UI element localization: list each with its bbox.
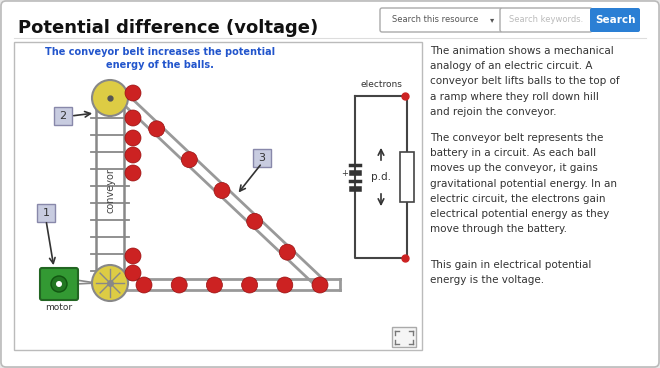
Circle shape [125, 248, 141, 264]
FancyBboxPatch shape [380, 8, 502, 32]
Bar [400, 152, 414, 202]
FancyBboxPatch shape [392, 327, 416, 347]
Text: electrons: electrons [360, 80, 402, 89]
Text: Search: Search [595, 15, 635, 25]
Text: 3: 3 [259, 153, 265, 163]
Circle shape [56, 281, 62, 287]
Circle shape [247, 213, 263, 229]
Text: Search this resource: Search this resource [392, 15, 478, 25]
Text: conveyor: conveyor [105, 168, 115, 213]
Circle shape [125, 130, 141, 146]
Circle shape [207, 277, 222, 293]
Text: +: + [342, 169, 348, 177]
Circle shape [279, 244, 295, 260]
Text: The conveyor belt represents the
battery in a circuit. As each ball
moves up the: The conveyor belt represents the battery… [430, 133, 617, 234]
Circle shape [92, 265, 128, 301]
Circle shape [125, 85, 141, 101]
Text: Search keywords.: Search keywords. [509, 15, 583, 25]
FancyBboxPatch shape [54, 107, 72, 125]
Circle shape [125, 265, 141, 281]
FancyBboxPatch shape [40, 268, 78, 300]
Circle shape [214, 183, 230, 198]
Circle shape [242, 277, 257, 293]
FancyBboxPatch shape [500, 8, 592, 32]
Text: The conveyor belt increases the potential
energy of the balls.: The conveyor belt increases the potentia… [45, 47, 275, 70]
Circle shape [312, 277, 328, 293]
Text: motor: motor [46, 303, 73, 312]
Text: The animation shows a mechanical
analogy of an electric circuit. A
conveyor belt: The animation shows a mechanical analogy… [430, 46, 620, 117]
FancyBboxPatch shape [590, 8, 640, 32]
Text: ▾: ▾ [490, 15, 494, 25]
Text: Potential difference (voltage): Potential difference (voltage) [18, 19, 318, 37]
Circle shape [125, 165, 141, 181]
Text: This gain in electrical potential
energy is the voltage.: This gain in electrical potential energy… [430, 260, 591, 285]
FancyBboxPatch shape [253, 149, 271, 167]
Circle shape [51, 276, 67, 292]
Circle shape [92, 80, 128, 116]
Circle shape [125, 110, 141, 126]
Circle shape [125, 147, 141, 163]
FancyBboxPatch shape [14, 42, 422, 350]
Circle shape [148, 121, 164, 137]
Text: p.d.: p.d. [371, 172, 391, 182]
Circle shape [182, 152, 197, 168]
Circle shape [136, 277, 152, 293]
Text: 2: 2 [59, 111, 67, 121]
Circle shape [171, 277, 187, 293]
FancyBboxPatch shape [37, 204, 55, 222]
Text: 1: 1 [42, 208, 50, 218]
Circle shape [277, 277, 293, 293]
